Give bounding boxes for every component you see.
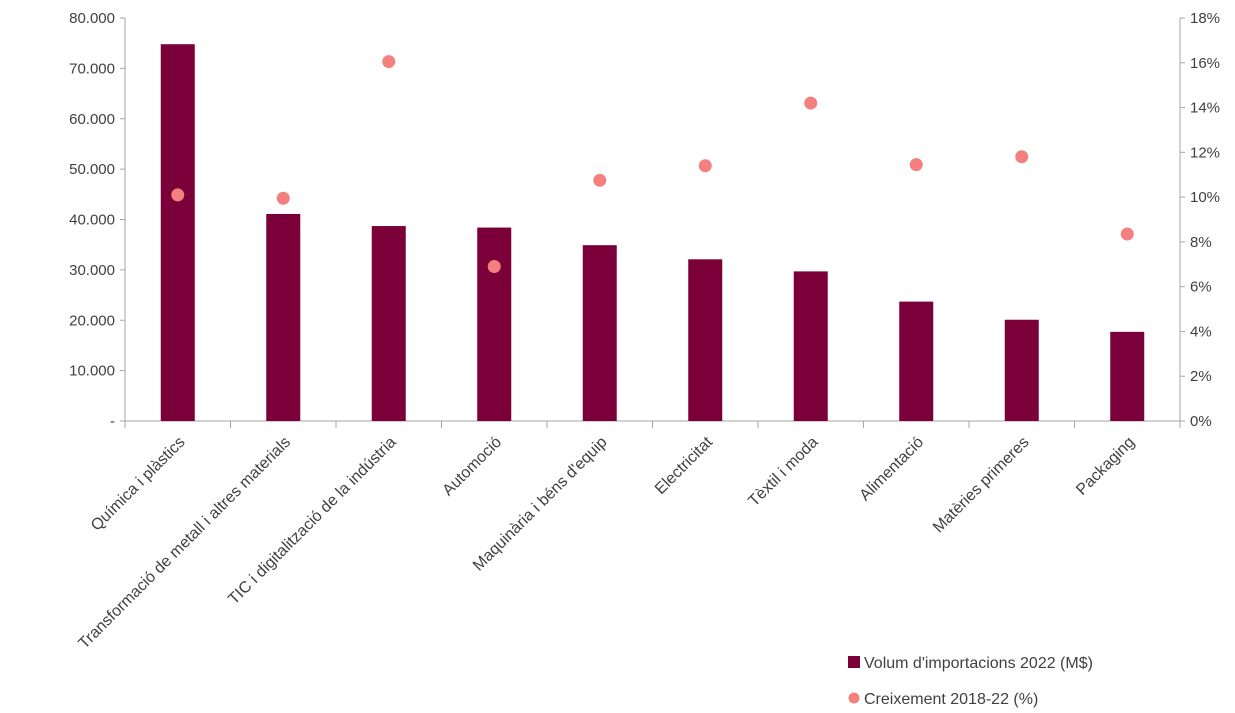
legend-swatch-bar xyxy=(848,656,860,668)
left-y-tick-label: 50.000 xyxy=(69,161,115,178)
left-y-tick-label: 70.000 xyxy=(69,60,115,77)
legend: Volum d'importacions 2022 (M$) Creixement… xyxy=(848,655,1093,708)
left-y-tick-label: 20.000 xyxy=(69,312,115,329)
bar-import-volume xyxy=(1004,319,1039,421)
bar-import-volume xyxy=(899,301,934,421)
x-category-label: Automoció xyxy=(440,434,506,500)
point-growth xyxy=(698,159,712,173)
x-category-label: Alimentació xyxy=(857,434,928,505)
axes-layer xyxy=(120,17,1185,428)
bar-import-volume xyxy=(1110,331,1145,421)
left-y-tick-label: 60.000 xyxy=(69,111,115,128)
point-growth xyxy=(276,191,290,205)
x-category-label: Electricitat xyxy=(652,433,717,498)
bar-import-volume xyxy=(160,44,195,421)
point-growth xyxy=(804,96,818,110)
point-growth xyxy=(382,55,396,69)
labels-layer: - 10.000 20.000 30.000 40.000 50.000 60.000 70.… xyxy=(69,10,1220,652)
bars-layer xyxy=(160,44,1145,421)
right-y-tick-label: 16% xyxy=(1190,55,1220,72)
point-growth xyxy=(1120,227,1134,241)
left-y-tick-label: 30.000 xyxy=(69,262,115,279)
left-y-tick-label: 40.000 xyxy=(69,212,115,229)
left-y-tick-label: - xyxy=(110,413,115,430)
points-layer xyxy=(171,55,1134,274)
right-y-tick-label: 14% xyxy=(1190,100,1220,117)
right-y-tick-label: 10% xyxy=(1190,189,1220,206)
bar-import-volume xyxy=(582,245,617,421)
point-growth xyxy=(593,173,607,187)
point-growth xyxy=(487,260,501,274)
left-y-tick-label: 10.000 xyxy=(69,363,115,380)
right-y-tick-label: 8% xyxy=(1190,234,1212,251)
right-y-tick-label: 18% xyxy=(1190,10,1220,27)
bar-import-volume xyxy=(688,259,723,421)
x-category-label: Matèries primeres xyxy=(930,434,1033,537)
legend-label-point: Creixement 2018-22 (%) xyxy=(864,691,1038,708)
point-growth xyxy=(171,188,185,202)
bar-import-volume xyxy=(793,271,828,421)
legend-label-bar: Volum d'importacions 2022 (M$) xyxy=(864,655,1093,672)
right-y-tick-label: 6% xyxy=(1190,279,1212,296)
x-category-label: Química i plàstics xyxy=(88,434,189,535)
left-y-tick-label: 80.000 xyxy=(69,10,115,27)
x-category-label: Transformació de metall i altres materia… xyxy=(76,434,294,652)
right-y-tick-label: 4% xyxy=(1190,323,1212,340)
x-category-label: Tèxtil i moda xyxy=(745,434,821,510)
right-y-tick-label: 0% xyxy=(1190,413,1212,430)
right-y-tick-label: 12% xyxy=(1190,144,1220,161)
point-growth xyxy=(1015,150,1029,164)
point-growth xyxy=(909,158,923,172)
bar-import-volume xyxy=(266,213,301,421)
x-category-label: Packaging xyxy=(1073,434,1138,499)
legend-swatch-point xyxy=(848,692,860,704)
bar-import-volume xyxy=(477,227,512,421)
x-category-label: TIC i digitalització de la indústria xyxy=(225,434,399,608)
bar-import-volume xyxy=(371,226,406,421)
right-y-tick-label: 2% xyxy=(1190,368,1212,385)
